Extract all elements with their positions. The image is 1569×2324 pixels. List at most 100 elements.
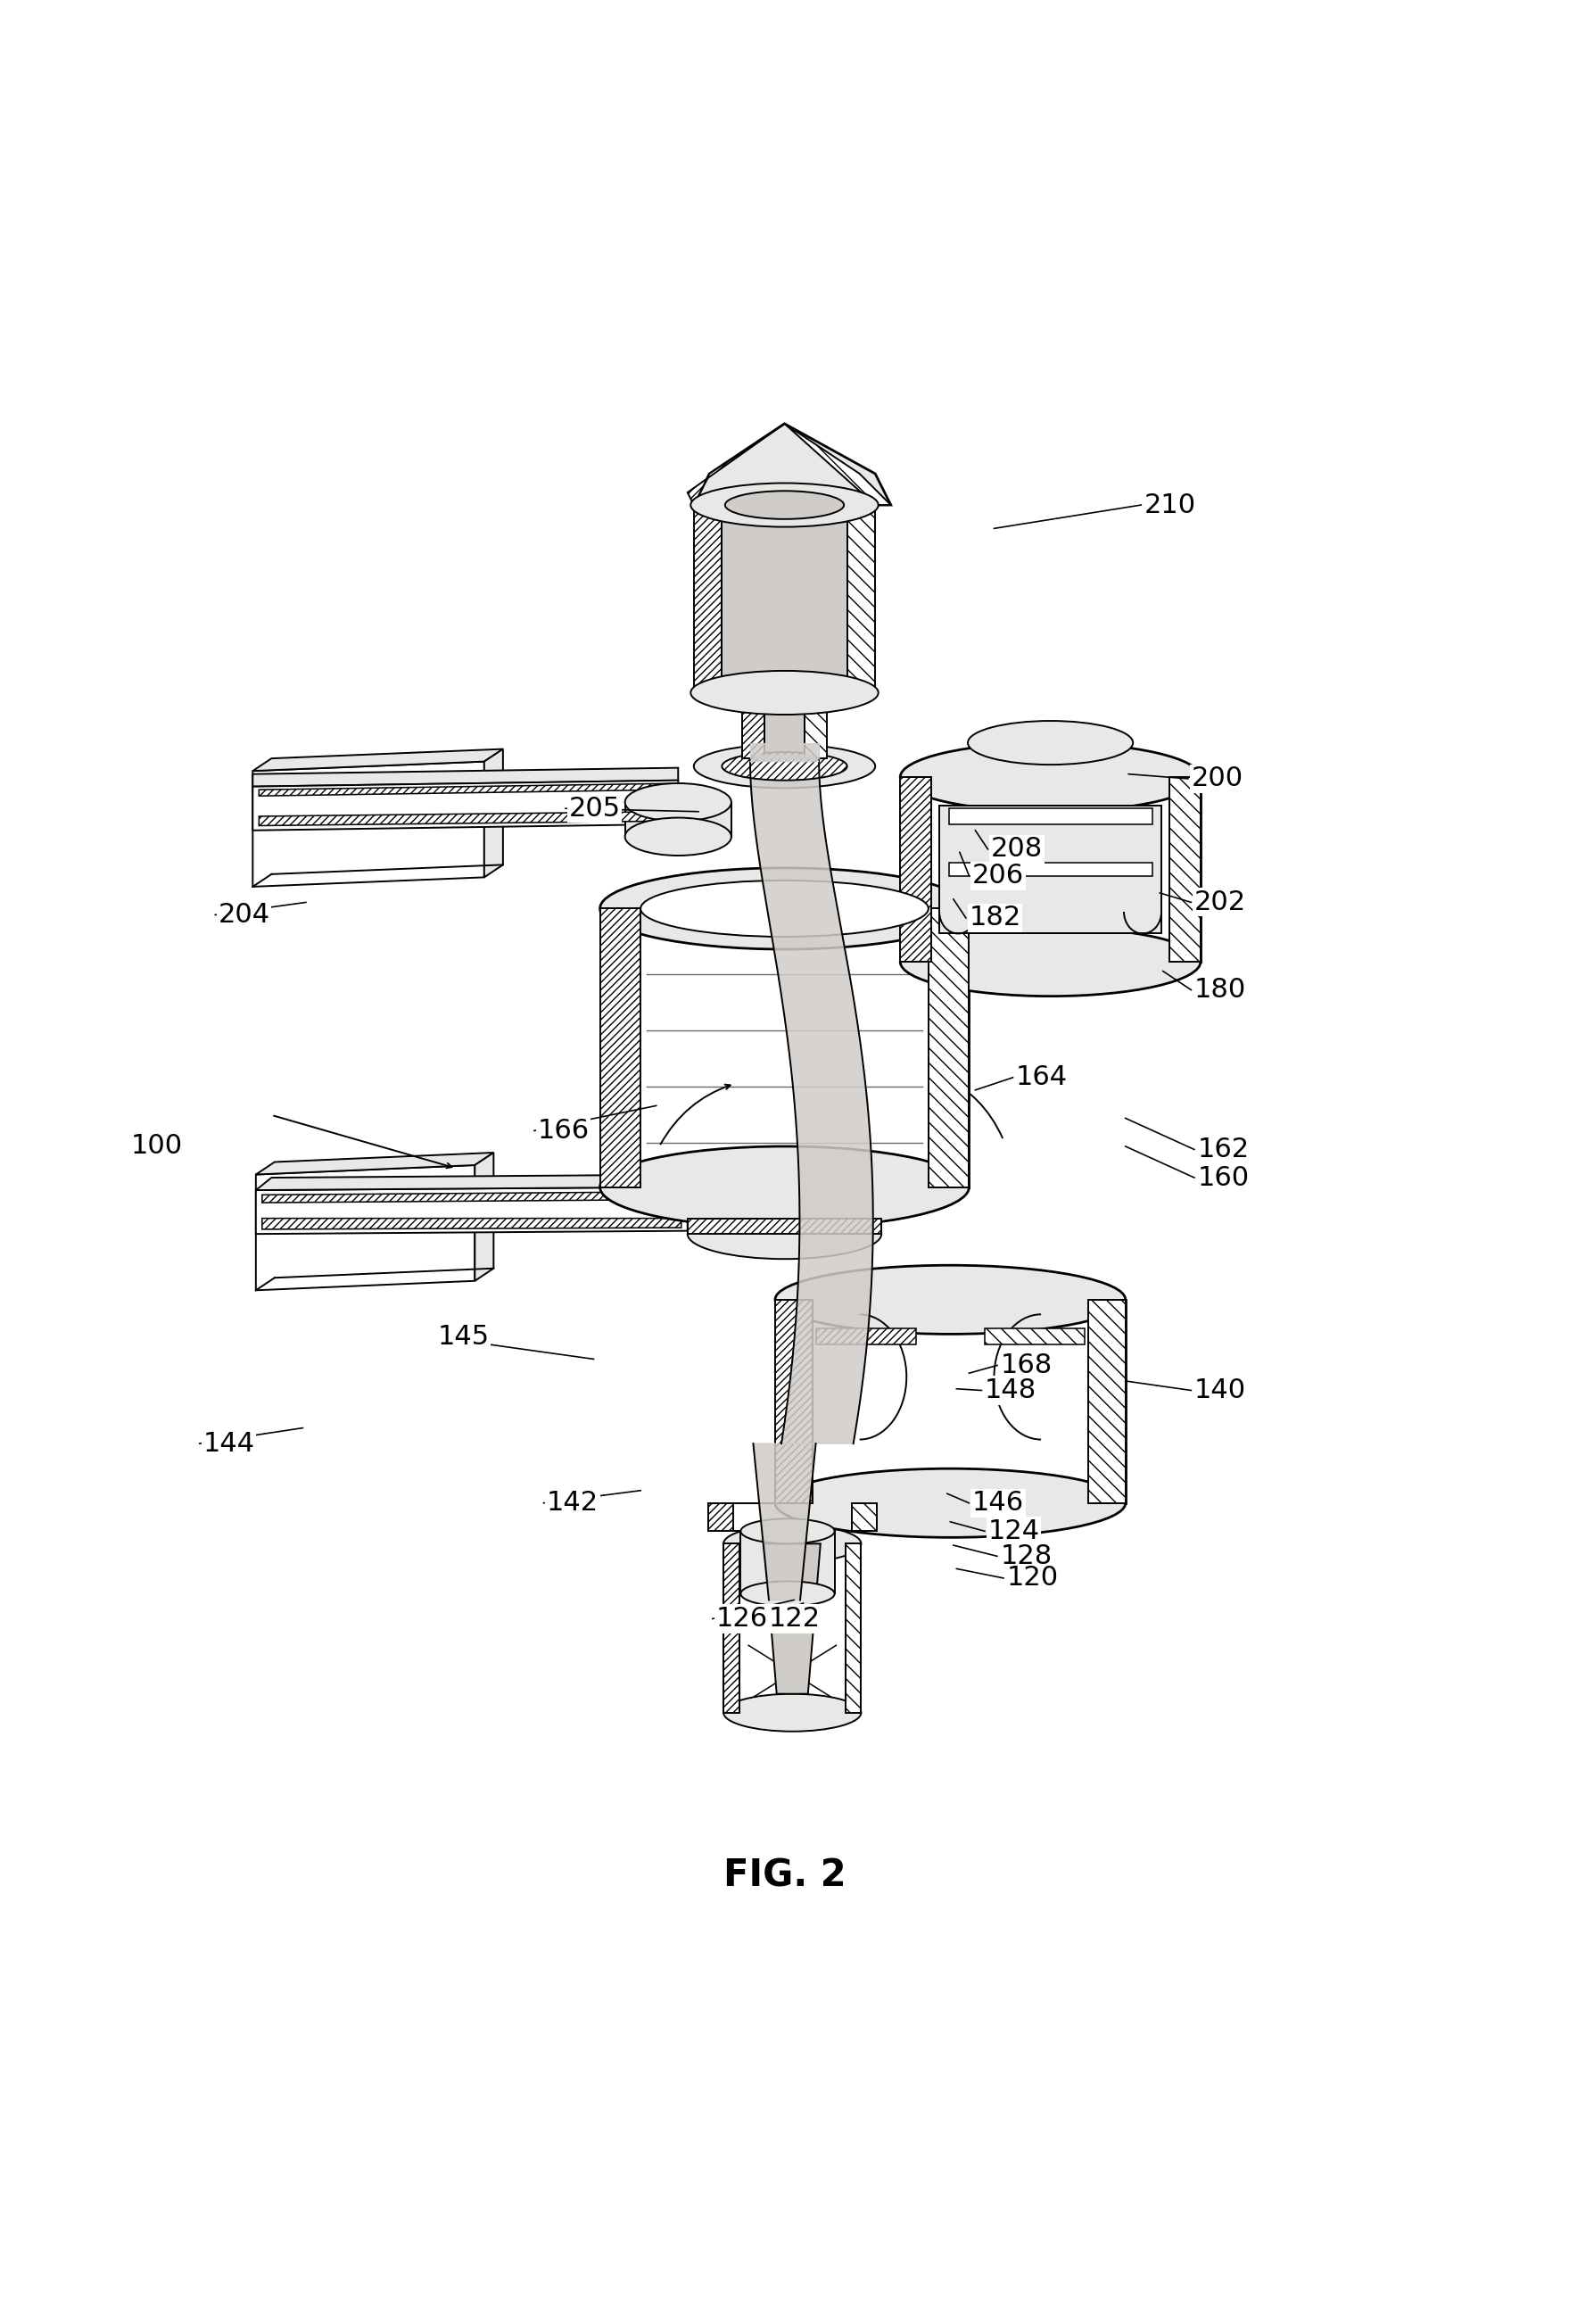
Text: 168: 168 (1001, 1353, 1053, 1378)
Polygon shape (708, 1504, 877, 1532)
Polygon shape (259, 811, 672, 825)
Polygon shape (750, 744, 819, 758)
Polygon shape (949, 862, 1152, 876)
Ellipse shape (901, 927, 1200, 997)
Polygon shape (1169, 776, 1200, 962)
Text: 204: 204 (218, 902, 270, 927)
Polygon shape (687, 1197, 882, 1234)
Polygon shape (901, 776, 932, 962)
Polygon shape (262, 1192, 681, 1204)
Polygon shape (753, 1443, 816, 1599)
Polygon shape (846, 1543, 861, 1713)
Polygon shape (253, 748, 504, 772)
Text: 205: 205 (568, 795, 620, 820)
Text: 210: 210 (1144, 493, 1196, 518)
Polygon shape (764, 1543, 821, 1694)
Ellipse shape (599, 1146, 970, 1227)
Polygon shape (723, 1543, 739, 1713)
Polygon shape (687, 423, 784, 504)
Ellipse shape (687, 1171, 882, 1222)
Ellipse shape (687, 1208, 882, 1260)
Ellipse shape (968, 720, 1133, 765)
Polygon shape (256, 1153, 494, 1174)
Text: 182: 182 (970, 904, 1021, 932)
Ellipse shape (725, 490, 844, 518)
Polygon shape (723, 1543, 861, 1713)
Polygon shape (256, 1164, 475, 1290)
Ellipse shape (624, 818, 731, 855)
Text: 122: 122 (769, 1606, 821, 1631)
Polygon shape (253, 762, 485, 888)
Polygon shape (929, 909, 970, 1188)
Polygon shape (816, 1329, 916, 1343)
Ellipse shape (741, 1580, 835, 1606)
Polygon shape (708, 1504, 733, 1532)
Polygon shape (253, 781, 678, 830)
Ellipse shape (693, 744, 876, 788)
Ellipse shape (723, 1694, 861, 1731)
Polygon shape (742, 693, 764, 758)
Text: 146: 146 (973, 1490, 1025, 1515)
Polygon shape (485, 748, 504, 876)
Text: 200: 200 (1191, 767, 1243, 792)
Polygon shape (901, 776, 1200, 962)
Polygon shape (750, 758, 872, 1443)
Text: 164: 164 (1017, 1064, 1068, 1090)
Text: 208: 208 (992, 837, 1043, 862)
Text: FIG. 2: FIG. 2 (723, 1857, 846, 1894)
Polygon shape (599, 909, 640, 1188)
Polygon shape (750, 755, 819, 762)
Text: 202: 202 (1194, 890, 1246, 916)
Text: 206: 206 (973, 862, 1025, 888)
Polygon shape (259, 783, 672, 795)
Ellipse shape (693, 876, 876, 920)
Polygon shape (805, 693, 827, 758)
Ellipse shape (640, 881, 929, 937)
Ellipse shape (723, 1525, 861, 1562)
Text: 140: 140 (1194, 1378, 1246, 1404)
Text: 162: 162 (1197, 1136, 1249, 1162)
Polygon shape (847, 504, 876, 693)
Ellipse shape (775, 1264, 1125, 1334)
Text: 180: 180 (1194, 976, 1246, 1004)
Polygon shape (262, 1218, 681, 1229)
Text: 120: 120 (1007, 1564, 1059, 1592)
Polygon shape (256, 1174, 703, 1190)
Polygon shape (687, 1218, 882, 1234)
Polygon shape (764, 693, 805, 758)
Ellipse shape (722, 753, 847, 781)
Polygon shape (253, 767, 678, 786)
Ellipse shape (901, 744, 1200, 811)
Polygon shape (693, 504, 722, 693)
Ellipse shape (690, 672, 879, 713)
Text: 124: 124 (988, 1518, 1040, 1543)
Polygon shape (775, 1299, 813, 1504)
Text: 142: 142 (546, 1490, 599, 1515)
Polygon shape (784, 423, 891, 504)
Polygon shape (256, 1188, 687, 1234)
Polygon shape (1087, 1299, 1125, 1504)
Text: 145: 145 (438, 1325, 490, 1350)
Polygon shape (624, 802, 731, 837)
Polygon shape (852, 1504, 877, 1532)
Ellipse shape (741, 1518, 835, 1543)
Polygon shape (985, 1329, 1084, 1343)
Text: 128: 128 (1001, 1543, 1053, 1569)
Polygon shape (940, 806, 1161, 934)
Ellipse shape (775, 1469, 1125, 1538)
Text: 126: 126 (715, 1606, 767, 1631)
Polygon shape (741, 1532, 835, 1594)
Polygon shape (949, 809, 1152, 825)
Text: 160: 160 (1197, 1164, 1249, 1190)
Polygon shape (599, 909, 970, 1188)
Text: 100: 100 (130, 1134, 182, 1160)
Text: 166: 166 (537, 1118, 590, 1143)
Polygon shape (722, 504, 847, 693)
Text: 148: 148 (985, 1378, 1037, 1404)
Text: 144: 144 (202, 1432, 254, 1457)
Polygon shape (475, 1153, 494, 1281)
Polygon shape (775, 1299, 1125, 1504)
Ellipse shape (690, 483, 879, 528)
Ellipse shape (599, 867, 970, 948)
Ellipse shape (624, 783, 731, 820)
